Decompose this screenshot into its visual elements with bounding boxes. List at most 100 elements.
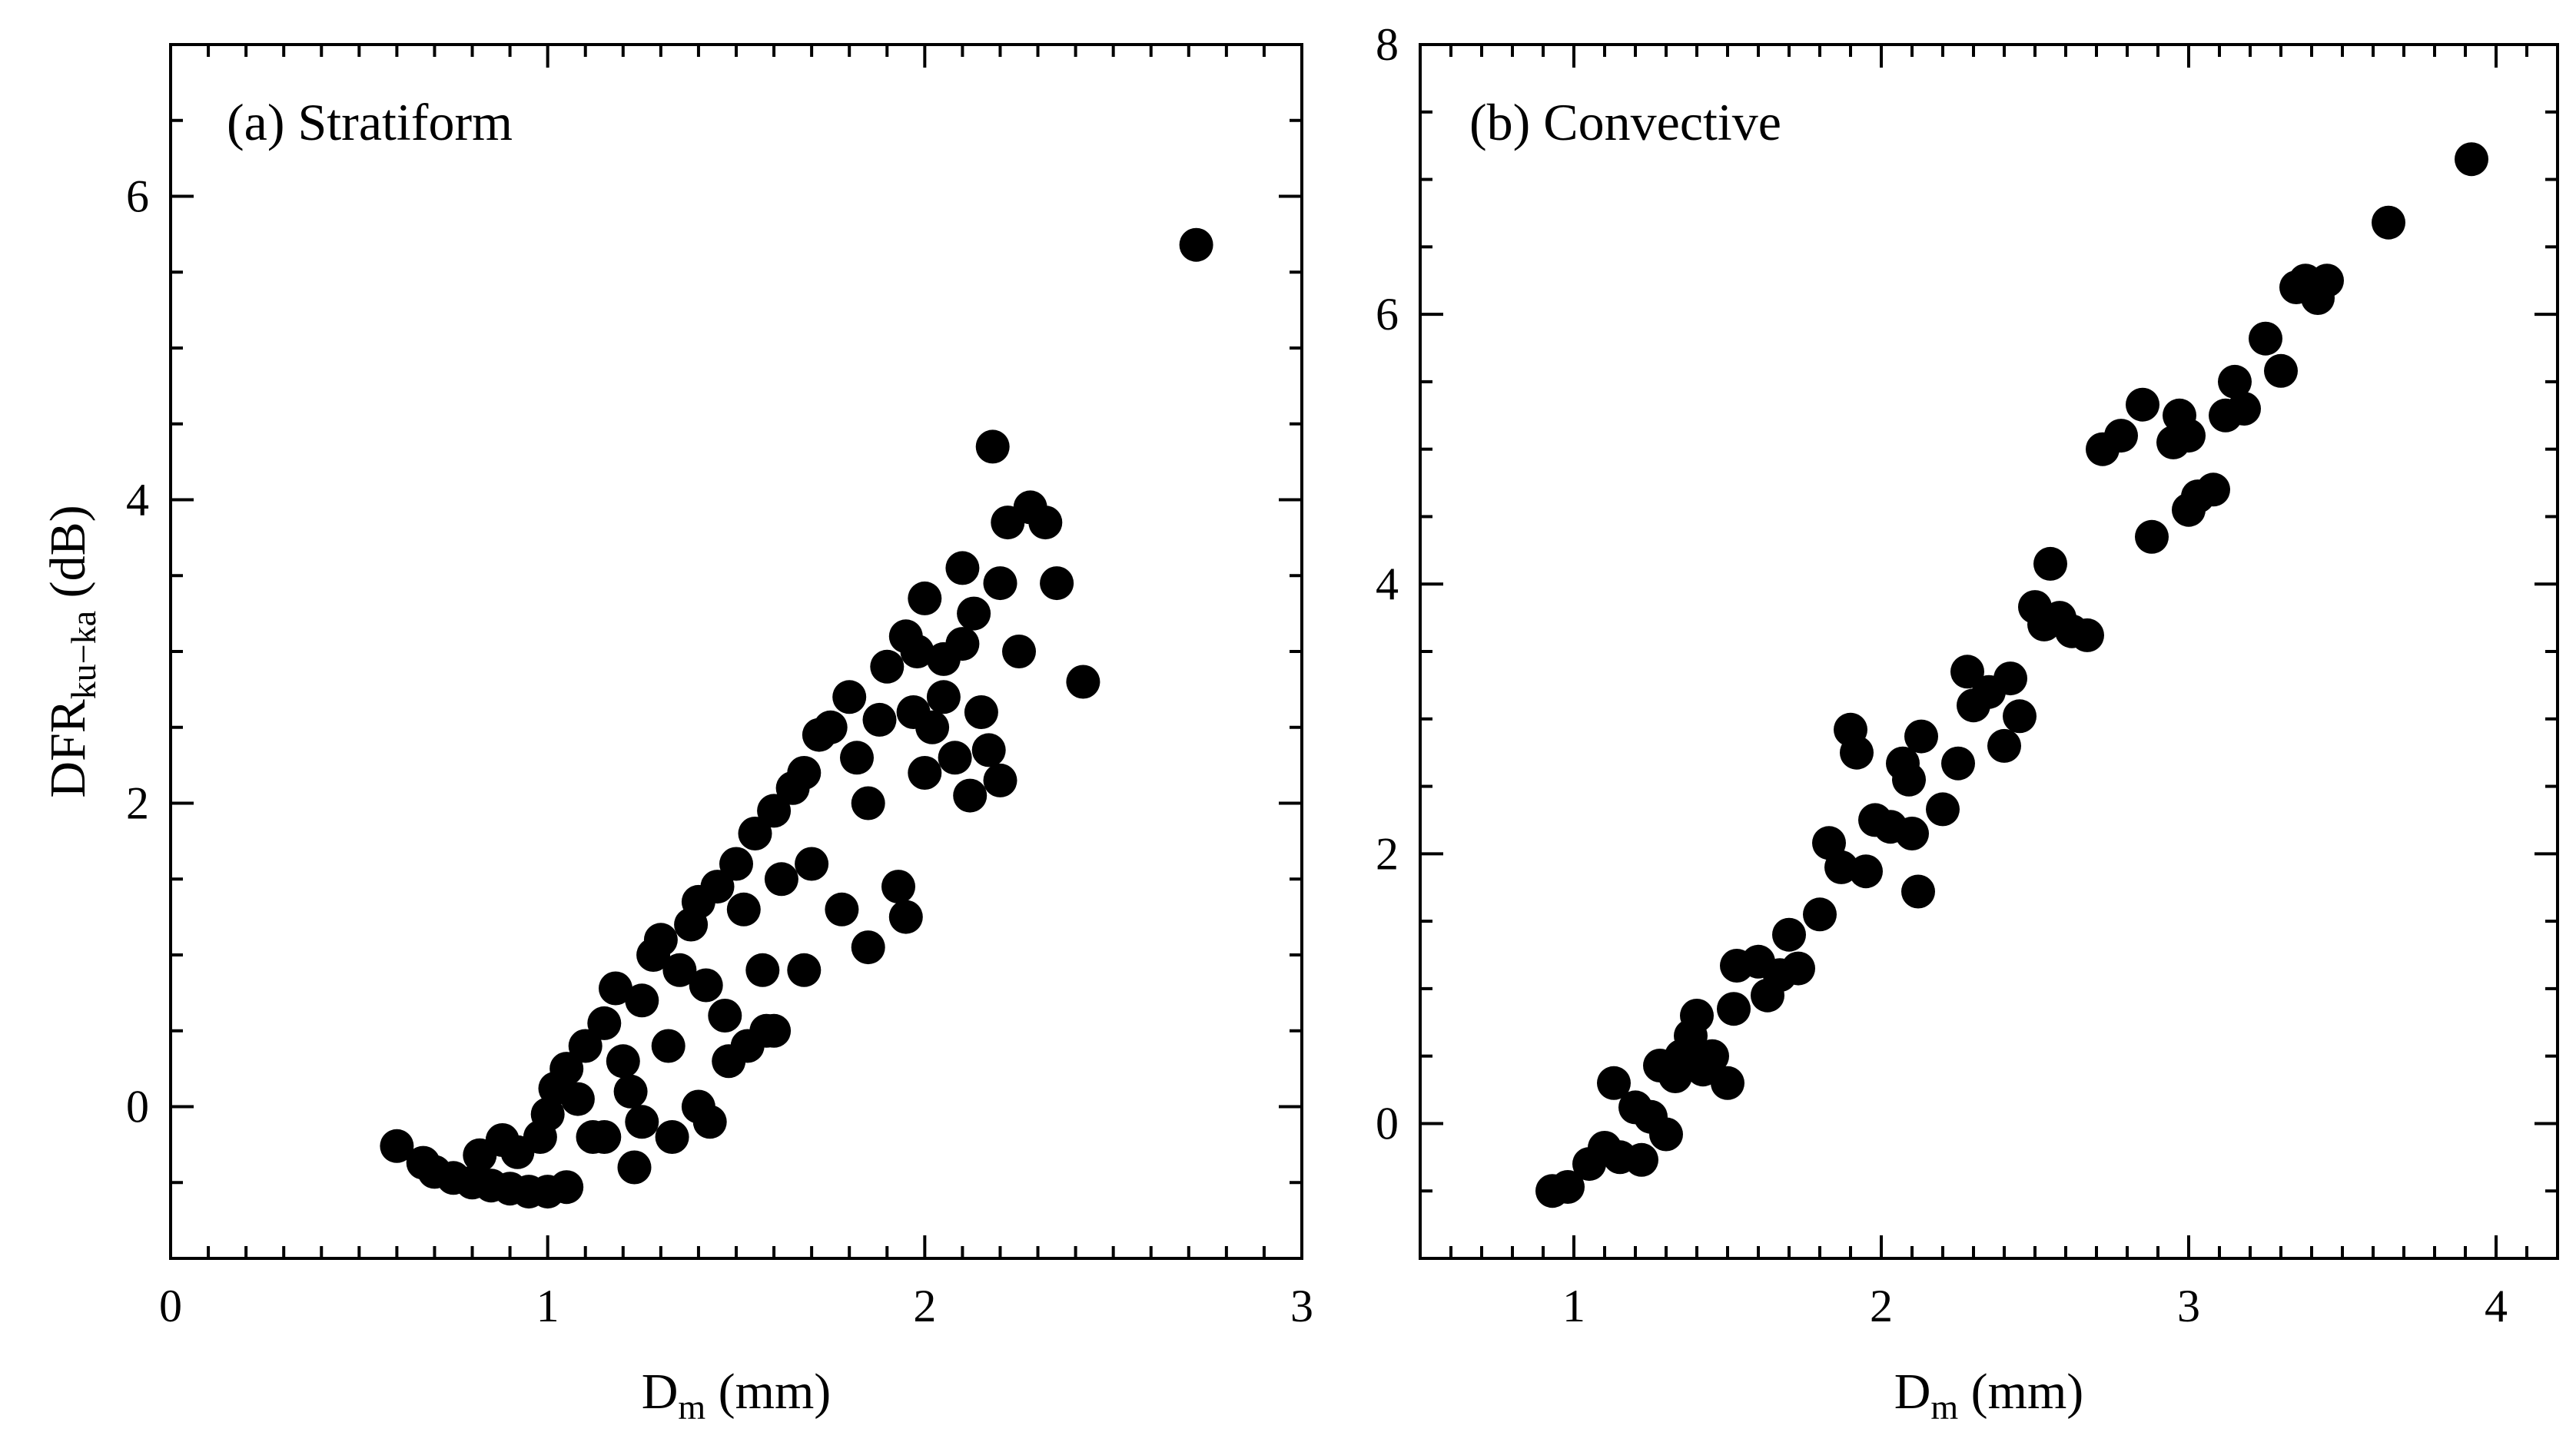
- panel-title-stratiform: (a) Stratiform: [227, 93, 513, 151]
- scatter-point: [870, 649, 905, 684]
- scatter-point: [587, 1120, 622, 1154]
- scatter-point: [549, 1170, 584, 1205]
- scatter-point: [617, 1150, 652, 1185]
- scatter-point: [900, 635, 934, 668]
- scatter-point: [745, 953, 780, 987]
- scatter-point: [975, 429, 1010, 464]
- scatter-point: [1993, 661, 2027, 696]
- scatter-point: [1987, 728, 2021, 763]
- scatter-point: [840, 741, 874, 775]
- scatter-point: [1803, 897, 1837, 932]
- scatter-point: [787, 953, 822, 987]
- scatter-point: [851, 786, 885, 820]
- scatter-point: [1840, 735, 1874, 770]
- scatter-point: [945, 551, 980, 585]
- scatter-point: [1711, 1066, 1744, 1100]
- scatter-point: [568, 1029, 603, 1063]
- y-tick-label: 0: [126, 1082, 149, 1132]
- scatter-point: [908, 581, 942, 615]
- scatter-point: [2218, 364, 2252, 399]
- tick-labels-stratiform: 0 1 2 3 0 2 4 6: [126, 171, 1313, 1332]
- scatter-point: [1901, 874, 1935, 909]
- scatter-point: [1625, 1142, 1658, 1177]
- scatter-point: [757, 794, 792, 828]
- scatter-point: [662, 953, 697, 987]
- scatter-points-convective: [1535, 142, 2488, 1208]
- scatter-point: [795, 847, 829, 881]
- scatter-point: [2135, 519, 2169, 554]
- x-tick-label: 3: [2177, 1281, 2200, 1331]
- scatter-point: [549, 1052, 584, 1086]
- scatter-point: [2196, 472, 2230, 507]
- scatter-point: [726, 892, 761, 927]
- scatter-point: [1895, 817, 1929, 850]
- scatter-point: [1695, 1039, 1729, 1073]
- scatter-point: [1028, 506, 1063, 540]
- scatter-point: [2033, 546, 2067, 581]
- scatter-point: [813, 710, 848, 744]
- scatter-points-stratiform: [380, 227, 1213, 1209]
- scatter-point: [692, 1105, 727, 1139]
- scatter-point: [1066, 665, 1100, 699]
- scatter-point: [1680, 999, 1714, 1033]
- scatter-point: [1904, 719, 1938, 754]
- scatter-point: [888, 900, 923, 934]
- x-tick-label: 0: [159, 1281, 182, 1331]
- scatter-point: [971, 733, 1006, 767]
- scatter-point: [926, 680, 961, 714]
- scatter-point: [651, 1029, 685, 1063]
- x-tick-label: 1: [536, 1281, 559, 1331]
- scatter-point: [719, 847, 753, 881]
- y-tick-label: 4: [126, 475, 149, 525]
- scatter-point: [2104, 419, 2138, 453]
- scatter-point: [530, 1097, 565, 1132]
- y-tick-label: 6: [126, 171, 149, 222]
- x-axis-label-convective: Dm (mm): [1894, 1364, 2084, 1427]
- panel-stratiform: 0 1 2 3 0 2 4 6 (a) Stratiform Dm (mm) DFRku−ka…: [40, 43, 1313, 1427]
- panel-title-convective: (b) Convective: [1469, 93, 1781, 151]
- scatter-point: [2070, 618, 2104, 652]
- scatter-point: [380, 1129, 414, 1163]
- scatter-point: [926, 641, 961, 676]
- scatter-point: [1717, 992, 1751, 1026]
- scatter-point: [851, 930, 885, 965]
- tick-labels-convective: 1 2 3 4 0 2 4 6 8: [1376, 19, 2508, 1331]
- scatter-point: [1926, 792, 1960, 827]
- scatter-point: [938, 741, 972, 775]
- scatter-point: [1772, 917, 1806, 952]
- scatter-point: [1849, 854, 1883, 889]
- scatter-point: [2172, 419, 2206, 453]
- scatter-point: [957, 596, 991, 631]
- scatter-point: [2126, 387, 2159, 422]
- scatter-point: [738, 817, 772, 850]
- y-tick-label: 8: [1376, 19, 1399, 70]
- scatter-point: [613, 1074, 648, 1109]
- scatter-point: [643, 923, 678, 957]
- scatter-point: [700, 870, 735, 904]
- scatter-point: [655, 1120, 689, 1154]
- scatter-point: [983, 566, 1017, 601]
- ticks-stratiform: [169, 43, 1303, 1260]
- scatter-point: [964, 695, 998, 729]
- scatter-point: [606, 1044, 640, 1079]
- x-tick-label: 3: [1290, 1281, 1313, 1331]
- scatter-point: [2249, 321, 2282, 356]
- scatter-point: [908, 756, 942, 790]
- x-axis-label-stratiform: Dm (mm): [642, 1364, 832, 1427]
- x-tick-label: 2: [1870, 1281, 1893, 1331]
- scatter-point: [787, 756, 822, 790]
- scatter-point: [881, 870, 915, 904]
- scatter-point: [1892, 762, 1926, 797]
- scatter-point: [1950, 655, 1984, 689]
- scatter-point: [825, 892, 859, 927]
- scatter-point: [2455, 142, 2488, 177]
- scatter-point: [764, 862, 798, 897]
- scatter-point: [560, 1082, 595, 1116]
- scatter-point: [2264, 353, 2298, 388]
- scatter-point: [1781, 951, 1815, 986]
- y-tick-label: 0: [1376, 1098, 1399, 1149]
- scatter-point: [587, 1006, 622, 1040]
- x-tick-label: 4: [2485, 1281, 2508, 1331]
- y-tick-label: 6: [1376, 289, 1399, 340]
- scatter-point: [832, 680, 867, 714]
